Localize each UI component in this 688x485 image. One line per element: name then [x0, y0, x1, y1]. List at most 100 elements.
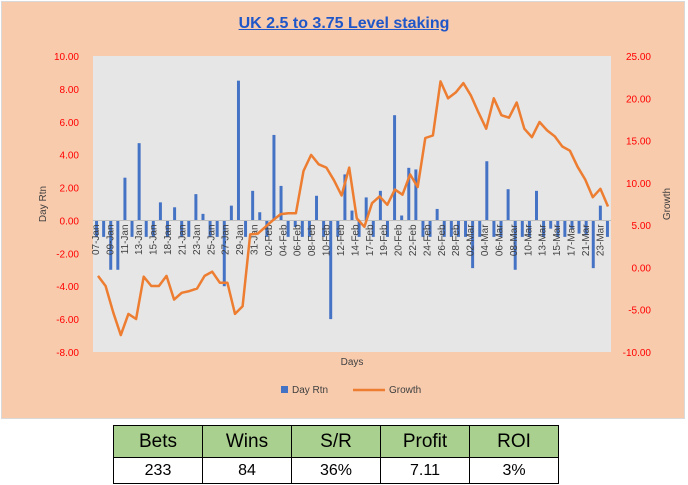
day-rtn-bar	[421, 220, 425, 237]
day-rtn-bar	[151, 220, 155, 237]
y-tick-label: -6.00	[56, 315, 79, 326]
x-tick-label: 28-Feb	[451, 224, 462, 256]
day-rtn-bar	[378, 190, 382, 221]
value-profit: 7.11	[380, 457, 470, 484]
y2-tick-label: 0.00	[632, 263, 652, 274]
day-rtn-bar	[350, 210, 354, 221]
day-rtn-bar	[229, 205, 233, 221]
y-tick-label: -8.00	[56, 348, 79, 359]
day-rtn-bar	[485, 161, 489, 221]
x-tick-label: 02-Mar	[466, 224, 477, 256]
y-tick-label: 0.00	[60, 216, 80, 227]
plot-area	[93, 56, 611, 352]
y2-tick-label: 10.00	[626, 179, 651, 190]
day-rtn-bar	[109, 220, 113, 270]
x-tick-label: 09-Jan	[105, 224, 116, 255]
x-tick-label: 24-Feb	[422, 224, 433, 256]
x-tick-label: 07-Jan	[91, 224, 102, 255]
day-rtn-bar	[527, 220, 531, 237]
day-rtn-bar	[563, 220, 567, 237]
day-rtn-bar	[598, 205, 602, 221]
x-tick-label: 08-Mar	[509, 224, 520, 256]
day-rtn-bar	[166, 220, 169, 237]
day-rtn-bar	[513, 220, 517, 270]
growth-line	[97, 80, 610, 337]
day-rtn-bar	[584, 220, 588, 236]
day-rtn-bar	[542, 220, 546, 237]
day-rtn-bar	[535, 190, 538, 221]
x-tick-label: 29-Jan	[235, 224, 246, 255]
x-tick-label: 21-Jan	[177, 224, 188, 255]
day-rtn-bar	[343, 174, 347, 221]
day-rtn-bar	[364, 197, 368, 221]
x-tick-label: 22-Feb	[408, 224, 419, 256]
legend-label-day-rtn: Day Rtn	[292, 385, 328, 396]
y-tick-label: 4.00	[60, 151, 80, 162]
y-tick-label: -4.00	[56, 282, 79, 293]
x-tick-label: 11-Jan	[120, 224, 131, 254]
x-tick-label: 10-Feb	[322, 224, 333, 256]
day-rtn-bar	[251, 190, 255, 221]
day-rtn-bar	[357, 220, 361, 237]
day-rtn-bar	[130, 220, 134, 237]
x-tick-label: 14-Feb	[350, 224, 361, 256]
y2-tick-label: 15.00	[626, 137, 651, 148]
day-rtn-bar	[102, 220, 106, 237]
x-tick-label: 21-Mar	[581, 224, 592, 256]
day-rtn-bar	[400, 215, 404, 221]
y2-tick-label: -5.00	[628, 306, 651, 317]
day-rtn-bar	[258, 212, 262, 221]
day-rtn-bar	[456, 220, 460, 237]
day-rtn-bar	[116, 220, 120, 270]
day-rtn-bar	[414, 169, 418, 221]
day-rtn-bar	[520, 220, 524, 237]
day-rtn-bar	[577, 220, 581, 234]
day-rtn-bar	[435, 208, 439, 221]
day-rtn-bar	[293, 220, 297, 228]
header-roi: ROI	[469, 425, 559, 458]
stats-header-row: Bets Wins S/R Profit ROI	[113, 425, 559, 458]
day-rtn-bar	[158, 202, 162, 221]
legend-label-growth: Growth	[389, 385, 421, 396]
y-tick-label: 8.00	[60, 85, 80, 96]
day-rtn-bar	[300, 220, 304, 237]
y-tick-label: 6.00	[60, 118, 80, 129]
x-axis-title: Days	[341, 357, 364, 368]
x-tick-label: 13-Mar	[538, 224, 549, 256]
day-rtn-bar	[549, 220, 553, 229]
day-rtn-bar	[591, 220, 595, 269]
day-rtn-bar	[144, 220, 148, 237]
day-rtn-bar	[244, 220, 248, 237]
day-rtn-bar	[180, 220, 184, 237]
header-bets: Bets	[113, 425, 203, 458]
day-rtn-bar	[201, 213, 205, 221]
value-sr: 36%	[291, 457, 381, 484]
value-roi: 3%	[469, 457, 559, 484]
x-tick-label: 17-Mar	[567, 224, 578, 256]
x-tick-label: 15-Jan	[149, 224, 160, 255]
y2-tick-label: 25.00	[626, 52, 651, 63]
x-tick-label: 08-Feb	[307, 224, 318, 256]
day-rtn-bar	[329, 220, 333, 320]
day-rtn-bar	[371, 220, 375, 237]
day-rtn-bar	[407, 167, 411, 221]
y-tick-label: 10.00	[54, 52, 79, 63]
x-tick-label: 19-Feb	[379, 224, 390, 256]
day-rtn-bar	[137, 143, 141, 221]
x-tick-label: 06-Mar	[494, 224, 505, 256]
y-axis-title: Day Rtn	[38, 186, 49, 222]
day-rtn-bar	[471, 220, 475, 269]
header-wins: Wins	[202, 425, 292, 458]
y2-axis-title: Growth	[662, 188, 673, 220]
day-rtn-bar	[449, 220, 453, 237]
x-tick-label: 04-Feb	[278, 224, 289, 256]
x-tick-label: 02-Feb	[264, 224, 275, 256]
day-rtn-bar	[556, 220, 560, 237]
value-wins: 84	[202, 457, 292, 484]
day-rtn-bar	[173, 207, 177, 221]
stats-value-row: 233 84 36% 7.11 3%	[113, 457, 559, 484]
day-rtn-bar	[187, 220, 191, 237]
x-tick-label: 13-Jan	[134, 224, 145, 255]
day-rtn-bar	[215, 220, 219, 237]
x-tick-label: 10-Mar	[523, 224, 534, 256]
